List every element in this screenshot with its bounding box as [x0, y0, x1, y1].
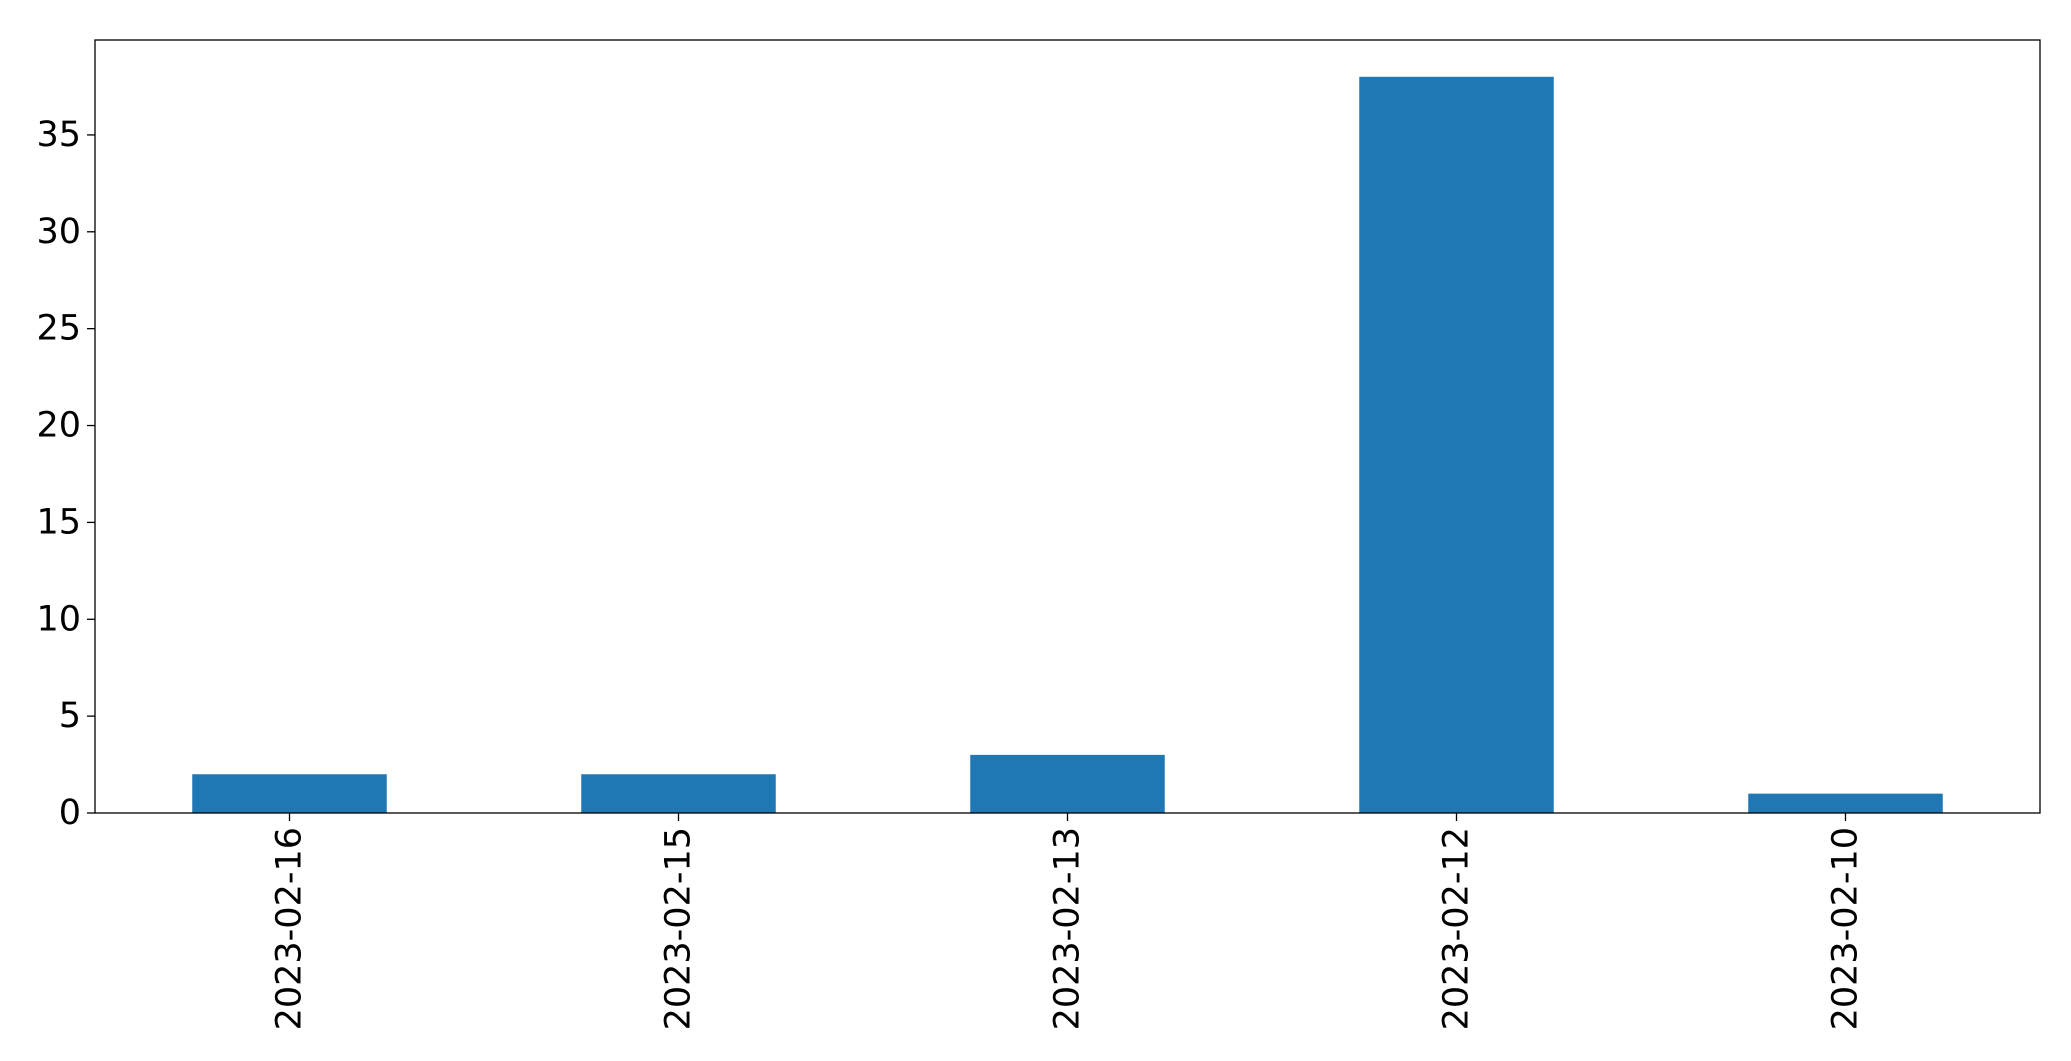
plot-area — [192, 76, 1943, 814]
x-tick-label: 2023-02-15 — [659, 827, 699, 1030]
y-tick-label: 0 — [59, 793, 81, 833]
x-tick-label: 2023-02-12 — [1437, 827, 1477, 1030]
axes-frame — [94, 39, 2041, 814]
bar — [970, 754, 1165, 813]
bar — [1359, 76, 1554, 814]
y-tick-label: 20 — [36, 406, 81, 446]
bar — [581, 774, 776, 813]
x-tick-label: 2023-02-13 — [1048, 827, 1088, 1030]
y-tick-label: 25 — [36, 309, 81, 349]
y-tick-label: 10 — [36, 599, 81, 639]
bar — [192, 774, 387, 813]
y-axis: 0 5 10 15 20 25 30 35 — [36, 115, 95, 833]
y-tick-label: 30 — [36, 212, 81, 252]
x-tick-label: 2023-02-10 — [1826, 827, 1866, 1030]
x-tick-label: 2023-02-16 — [270, 827, 310, 1030]
bar — [1748, 793, 1943, 813]
y-tick-label: 35 — [36, 115, 81, 155]
y-tick-label: 5 — [59, 696, 81, 736]
x-axis: 2023-02-16 2023-02-15 2023-02-13 2023-02-12… — [270, 813, 1866, 1030]
y-tick-label: 15 — [36, 502, 81, 542]
